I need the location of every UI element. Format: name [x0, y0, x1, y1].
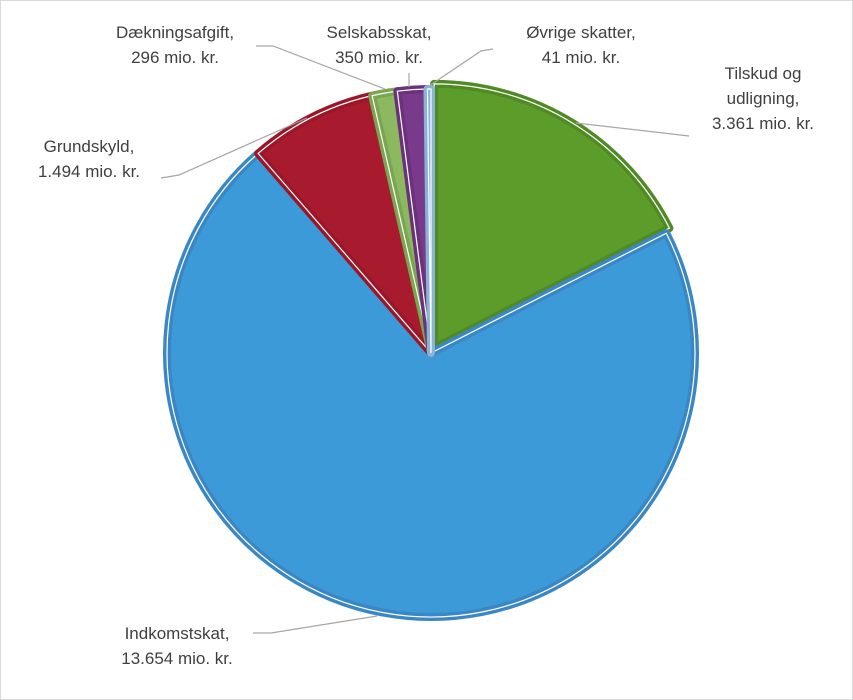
data-label-selskabsskat: Selskabsskat, 350 mio. kr.	[327, 23, 432, 67]
data-label-line: 296 mio. kr.	[131, 48, 219, 67]
leader-line-tilskud-og-udligning	[575, 122, 690, 137]
pie-slice-border-tilskud-og-udligning	[433, 83, 671, 349]
data-label-daekningsafgift: Dækningsafgift, 296 mio. kr.	[116, 23, 234, 67]
data-label-line: 350 mio. kr.	[335, 48, 423, 67]
pie-slice-border-oevrige-skatter	[426, 88, 432, 354]
data-label-line: Øvrige skatter,	[526, 23, 636, 42]
data-label-tilskud-og-udligning: Tilskud og udligning, 3.361 mio. kr.	[712, 64, 814, 133]
data-label-line: Tilskud og	[725, 64, 802, 83]
data-label-line: 3.361 mio. kr.	[712, 114, 814, 133]
pie-slice-border-grundskyld	[257, 94, 432, 354]
leader-line-indkomstskat	[253, 615, 378, 634]
data-label-line: Grundskyld,	[44, 137, 135, 156]
data-label-indkomstskat: Indkomstskat, 13.654 mio. kr.	[121, 624, 233, 668]
data-label-line: Dækningsafgift,	[116, 23, 234, 42]
leader-line-oevrige-skatter	[428, 48, 494, 87]
leader-line-daekningsafgift	[256, 45, 386, 90]
pie-slice-border-indkomstskat	[166, 152, 696, 618]
leader-line-grundskyld	[160, 117, 308, 179]
data-label-oevrige-skatter: Øvrige skatter, 41 mio. kr.	[526, 23, 636, 67]
data-label-line: 41 mio. kr.	[542, 48, 620, 67]
data-label-line: udligning,	[727, 89, 800, 108]
data-label-grundskyld: Grundskyld, 1.494 mio. kr.	[38, 137, 140, 181]
data-label-line: Indkomstskat,	[125, 624, 230, 643]
data-label-line: Selskabsskat,	[327, 23, 432, 42]
data-label-line: 1.494 mio. kr.	[38, 162, 140, 181]
data-label-line: 13.654 mio. kr.	[121, 649, 233, 668]
